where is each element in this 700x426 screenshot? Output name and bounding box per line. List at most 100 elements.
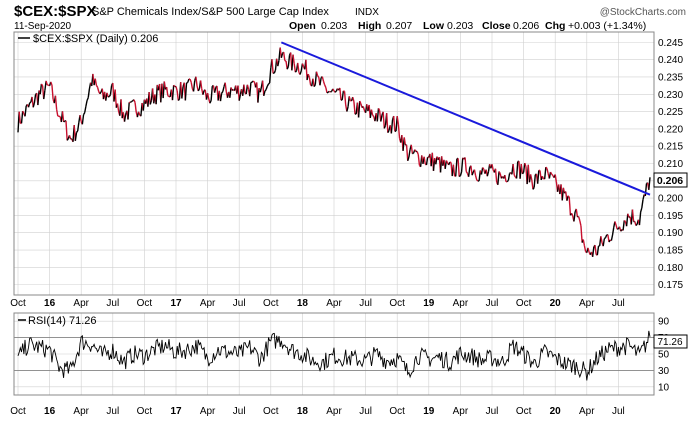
price-segment: [580, 221, 581, 226]
price-segment: [174, 85, 175, 86]
price-segment: [194, 81, 195, 92]
price-segment: [41, 84, 42, 86]
x-tick-label: Apr: [73, 406, 89, 417]
price-segment: [531, 174, 532, 180]
price-segment: [98, 87, 99, 91]
price-segment: [109, 95, 110, 97]
price-segment: [298, 63, 299, 72]
y-tick-label: 0.175: [658, 280, 683, 291]
price-segment: [284, 52, 285, 61]
price-segment: [293, 55, 294, 64]
price-segment: [363, 106, 364, 110]
x-tick-label: Jul: [359, 406, 372, 417]
price-last-value: 0.206: [657, 175, 683, 187]
x-tick-label: Oct: [10, 406, 26, 417]
price-segment: [426, 157, 427, 165]
price-segment: [266, 86, 267, 89]
x-tick-label: Apr: [200, 298, 216, 309]
price-segment: [258, 88, 259, 103]
price-gridlines: [14, 32, 654, 295]
price-segment: [568, 196, 569, 197]
price-segment: [507, 180, 508, 181]
price-segment: [309, 77, 310, 85]
y-tick-label: 0.185: [658, 246, 683, 257]
price-panel: 0.1750.1800.1850.1900.1950.2000.2050.210…: [10, 32, 687, 309]
rsi-legend-label: RSI(14) 71.26: [28, 315, 96, 327]
price-segment: [325, 85, 326, 88]
price-segment: [110, 85, 111, 94]
rsi-y-axis: 1030507090: [658, 317, 670, 394]
y-tick-label: 0.215: [658, 142, 683, 153]
price-segment: [584, 246, 585, 252]
x-tick-label: 20: [550, 406, 562, 417]
price-segment: [201, 80, 202, 88]
price-segment: [77, 131, 78, 132]
x-tick-label: Apr: [579, 406, 595, 417]
price-segment: [196, 77, 197, 86]
x-tick-label: Oct: [10, 298, 26, 309]
price-segment: [135, 102, 136, 112]
price-segment: [569, 197, 570, 215]
low-label: Low: [423, 20, 445, 32]
price-segment: [128, 102, 129, 119]
price-segment: [521, 164, 522, 174]
price-segment: [330, 91, 331, 92]
price-segment: [88, 89, 89, 98]
price-segment: [462, 158, 463, 172]
price-segment: [458, 158, 459, 176]
price-segment: [616, 225, 617, 229]
price-segment: [274, 70, 275, 73]
price-segment: [44, 90, 45, 99]
price-segment: [542, 176, 543, 179]
x-tick-label: 16: [44, 298, 56, 309]
x-tick-label: Oct: [516, 298, 532, 309]
y-tick-label: 0.200: [658, 194, 683, 205]
price-last-value-tag: 0.206: [654, 173, 687, 187]
price-segment: [211, 86, 212, 100]
x-tick-label: Jul: [359, 298, 372, 309]
y-tick-label: 30: [658, 366, 670, 377]
price-segment: [84, 113, 85, 115]
price-segment: [96, 85, 97, 87]
price-segment: [115, 90, 116, 108]
price-segment: [55, 96, 56, 110]
price-segment: [459, 176, 460, 177]
rsi-last-value-tag: 71.26: [654, 335, 687, 348]
price-segment: [82, 115, 83, 125]
price-segment: [190, 79, 191, 82]
y-tick-label: 0.230: [658, 90, 683, 101]
y-tick-label: 0.180: [658, 263, 683, 274]
x-tick-label: Oct: [263, 298, 279, 309]
price-legend-label: $CEX:$SPX (Daily) 0.206: [33, 33, 158, 45]
x-tick-label: 18: [297, 298, 309, 309]
price-segment: [453, 165, 454, 176]
price-segment: [318, 76, 319, 77]
price-segment: [168, 96, 169, 97]
watermark: @StockCharts.com: [600, 7, 686, 18]
x-tick-label: Apr: [73, 298, 89, 309]
price-segment: [354, 101, 355, 114]
symbol-title: $CEX:$SPX: [14, 3, 97, 20]
x-tick-label: Jul: [486, 298, 499, 309]
price-segment: [387, 113, 388, 132]
price-segment: [606, 235, 607, 238]
price-segment: [66, 121, 67, 141]
price-segment: [445, 161, 446, 169]
y-tick-label: 0.240: [658, 55, 683, 66]
price-segment: [474, 170, 475, 176]
price-segment: [272, 59, 273, 73]
price-segment: [87, 98, 88, 101]
price-segment: [278, 60, 279, 66]
price-segment: [545, 167, 546, 179]
price-segment: [78, 122, 79, 131]
price-segment: [632, 209, 633, 221]
price-segment: [22, 111, 23, 123]
price-segment: [215, 87, 216, 92]
price-segment: [624, 221, 625, 222]
x-tick-label: Apr: [200, 406, 216, 417]
price-segment: [57, 109, 58, 116]
price-segment: [615, 221, 616, 225]
price-segment: [381, 115, 382, 121]
price-segment: [409, 149, 410, 157]
exchange-label: INDX: [355, 7, 379, 18]
